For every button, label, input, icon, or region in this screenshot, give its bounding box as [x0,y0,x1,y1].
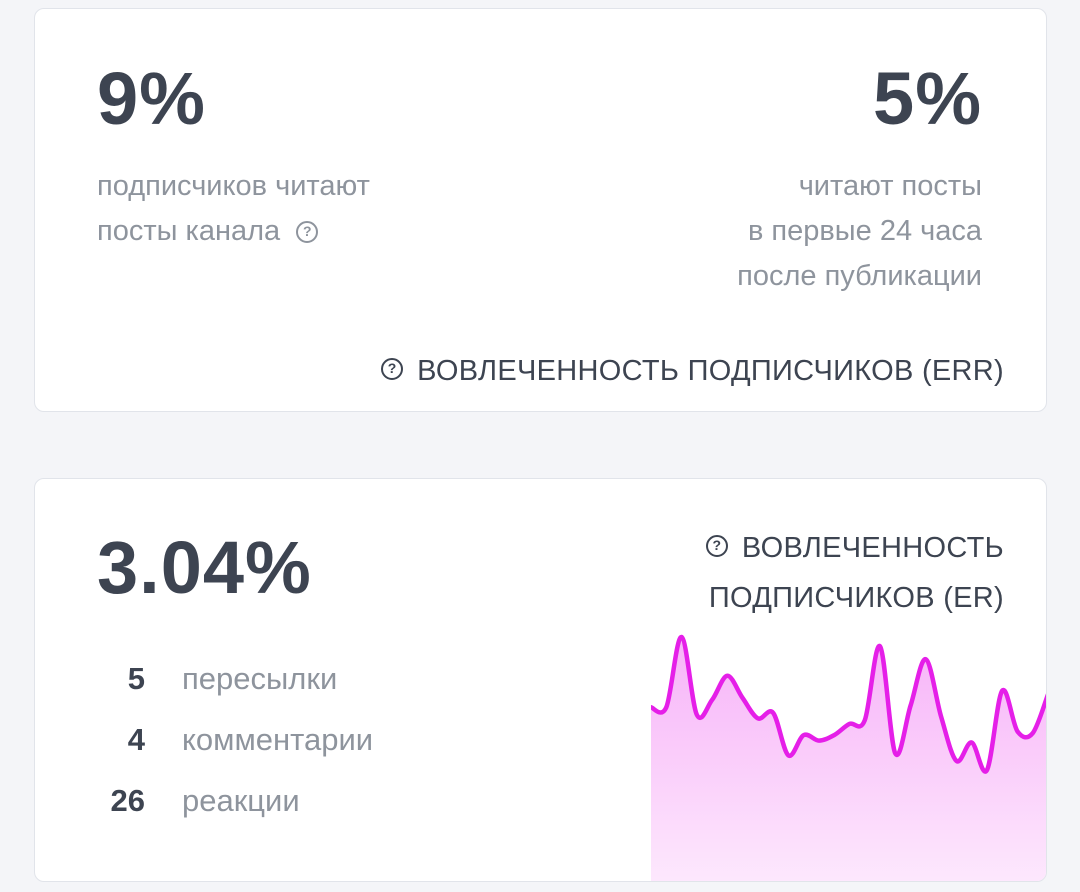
er-metric-label[interactable]: ? ВОВЛЕЧЕННОСТЬ ПОДПИСЧИКОВ (ER) [705,523,1004,623]
first-day-desc-line1: читают посты [798,170,982,202]
question-circle-icon[interactable]: ? [705,535,728,558]
er-sparkline-chart [651,634,1046,881]
subscribers-read-desc-line2: посты канала ? [97,209,370,254]
er-percentage: 3.04% [97,526,312,609]
er-card: 3.04% ? ВОВЛЕЧЕННОСТЬ ПОДПИСЧИКОВ (ER) 5 … [34,478,1047,882]
reactions-count: 26 [110,783,145,818]
subscribers-read-description: подписчиков читают посты канала ? [97,164,370,254]
err-metric-label[interactable]: ? ВОВЛЕЧЕННОСТЬ ПОДПИСЧИКОВ (ERR) [381,355,1004,388]
first-day-read-description: читают посты в первые 24 часа после публ… [737,164,982,299]
question-circle-icon[interactable]: ? [296,221,319,244]
err-card: 9% подписчиков читают посты канала ? 5% … [34,8,1047,412]
question-circle-icon[interactable]: ? [381,358,404,381]
subscribers-read-desc-line1: подписчиков читают [97,170,370,202]
comments-count: 4 [127,722,145,757]
first-day-desc-line2: в первые 24 часа [747,215,982,247]
er-metric-label-line1: ? ВОВЛЕЧЕННОСТЬ [705,523,1004,573]
subscribers-read-percentage: 9% [97,57,206,140]
err-metric-label-text: ВОВЛЕЧЕННОСТЬ ПОДПИСЧИКОВ (ERR) [417,355,1004,387]
sparkline-series-line [651,634,1046,774]
er-metric-label-line2: ПОДПИСЧИКОВ (ER) [708,582,1004,614]
forwards-count: 5 [127,661,145,696]
first-day-desc-line3: после публикации [737,260,982,292]
subscribers-read-desc-line2-text: посты канала [97,215,281,247]
er-metric-label-line1-text: ВОВЛЕЧЕННОСТЬ [741,532,1004,564]
first-day-read-percentage: 5% [873,57,982,140]
sparkline-area [651,636,1046,881]
comments-label: комментарии [182,722,374,757]
forwards-label: пересылки [182,661,338,696]
reactions-label: реакции [182,783,300,818]
